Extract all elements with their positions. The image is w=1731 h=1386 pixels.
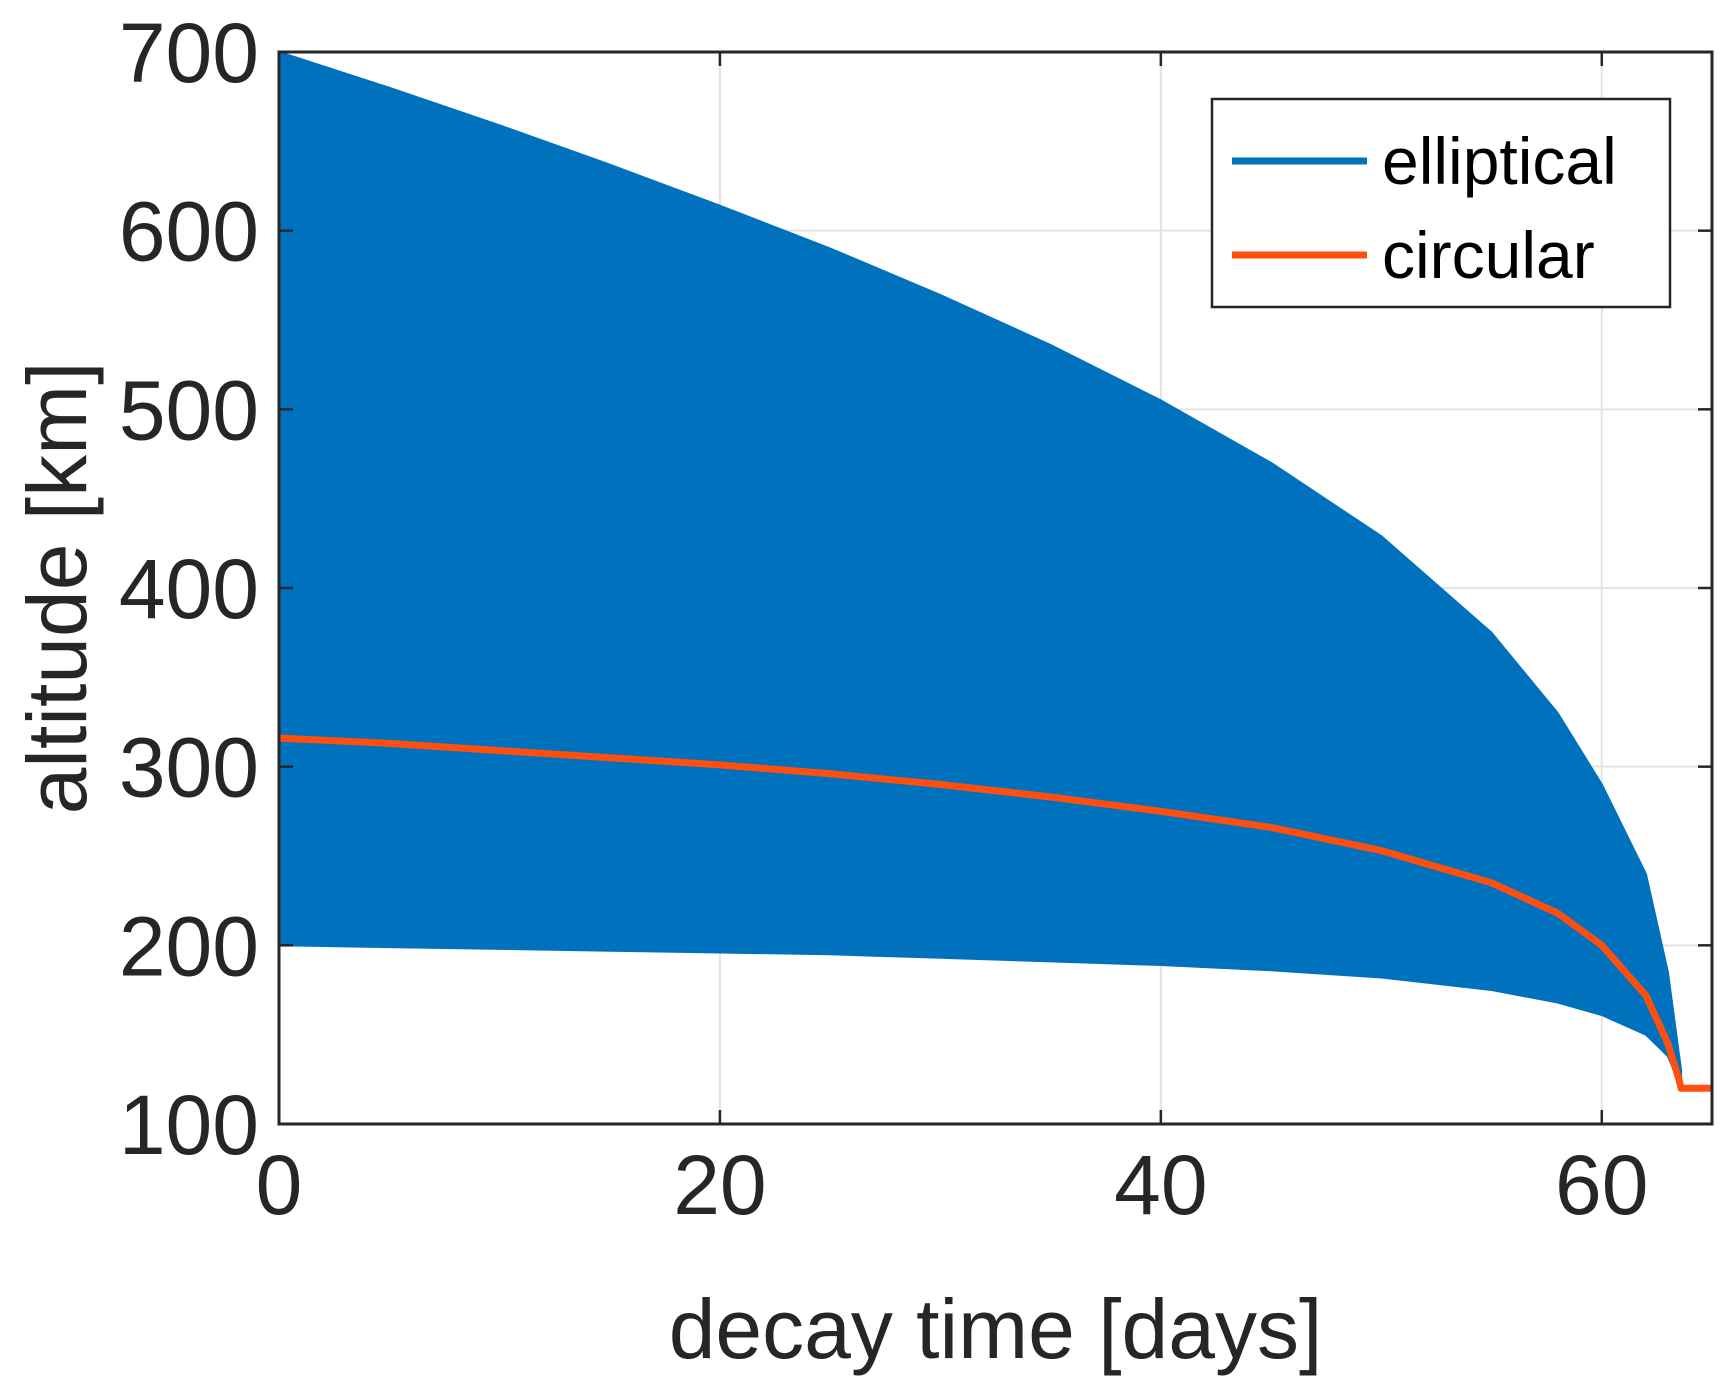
series-line-circular — [278, 734, 1712, 1092]
legend: elliptical circular — [1210, 97, 1672, 309]
y-tick-label: 200 — [119, 899, 259, 993]
x-axis-label: decay time [days] — [669, 1282, 1323, 1376]
y-axis-label: altitude [km] — [10, 362, 104, 815]
x-tick-label: 40 — [1114, 1138, 1207, 1232]
y-tick-label: 500 — [119, 363, 259, 457]
x-tick-label: 60 — [1555, 1138, 1648, 1232]
y-tick-label: 600 — [119, 185, 259, 279]
x-tick-label: 0 — [256, 1138, 303, 1232]
plot-series — [278, 50, 1712, 1092]
y-tick-label: 100 — [119, 1078, 259, 1172]
axis-ticks: 0 20 40 60 100 200 300 400 500 600 700 — [119, 6, 1712, 1232]
x-tick-label: 20 — [673, 1138, 766, 1232]
legend-label-elliptical: elliptical — [1382, 124, 1617, 198]
legend-box — [1210, 97, 1672, 309]
y-tick-label: 400 — [119, 542, 259, 636]
legend-label-circular: circular — [1382, 218, 1595, 292]
y-tick-label: 300 — [119, 721, 259, 815]
y-tick-label: 700 — [119, 6, 259, 100]
